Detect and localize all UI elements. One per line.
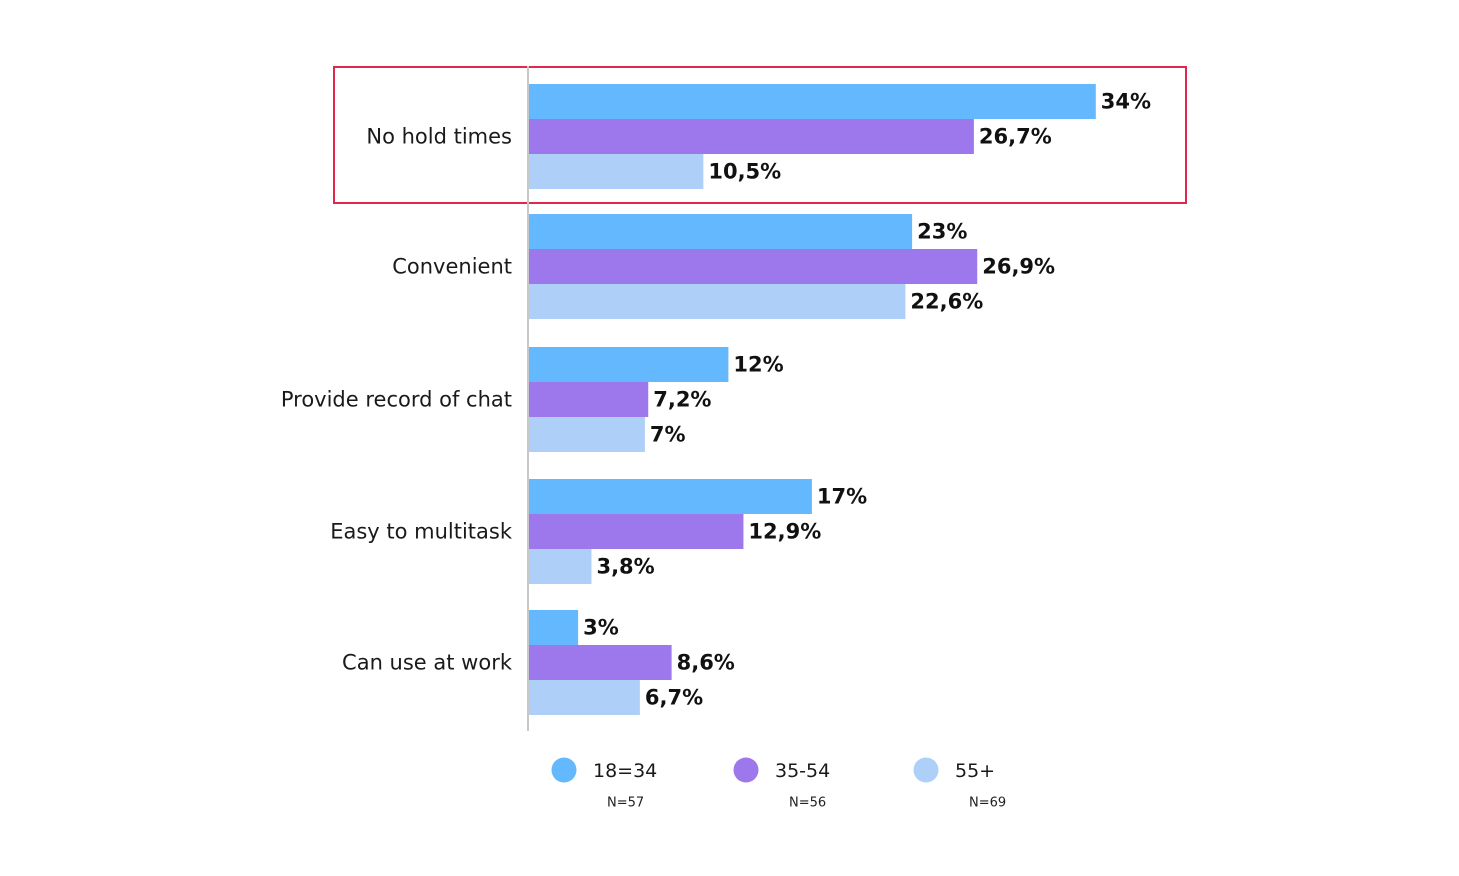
bar-convenient-series-2 [528,249,978,284]
bar-easy-to-multitask-series-3 [528,549,592,584]
value-label: 26,9% [982,255,1055,279]
value-label: 12% [733,353,783,377]
value-label: 7% [650,423,686,447]
category-label: Can use at work [342,651,513,675]
category-label: Easy to multitask [330,520,513,544]
value-label: 17% [817,485,867,509]
bar-convenient-series-3 [528,284,906,319]
bar-provide-record-of-chat-series-2 [528,382,649,417]
value-label: 6,7% [645,686,703,710]
bar-provide-record-of-chat-series-3 [528,417,645,452]
value-label: 23% [917,220,967,244]
value-label: 22,6% [910,290,983,314]
bar-easy-to-multitask-series-1 [528,479,812,514]
category-label: Provide record of chat [281,388,512,412]
legend-swatch [733,757,759,783]
bar-easy-to-multitask-series-2 [528,514,744,549]
value-label: 34% [1101,90,1151,114]
bar-no-hold-times-series-2 [528,119,974,154]
bar-no-hold-times-series-3 [528,154,704,189]
value-label: 10,5% [708,160,781,184]
legend-sample-size: N=69 [969,796,1006,811]
bar-provide-record-of-chat-series-1 [528,347,729,382]
legend-label: 55+ [955,760,995,782]
legend-sample-size: N=57 [607,796,644,811]
bar-can-use-at-work-series-1 [528,610,579,645]
highlight-box [333,66,1187,204]
bar-can-use-at-work-series-3 [528,680,640,715]
legend-swatch [913,757,939,783]
category-label: Convenient [392,255,512,279]
bar-convenient-series-1 [528,214,913,249]
category-label: No hold times [366,125,512,149]
legend-swatch [551,757,577,783]
value-label: 8,6% [677,651,735,675]
bar-can-use-at-work-series-2 [528,645,672,680]
value-label: 3% [583,616,619,640]
value-label: 26,7% [979,125,1052,149]
legend-sample-size: N=56 [789,796,826,811]
bar-no-hold-times-series-1 [528,84,1096,119]
value-label: 12,9% [748,520,821,544]
value-label: 3,8% [596,555,654,579]
legend-label: 35-54 [775,760,830,782]
value-label: 7,2% [653,388,711,412]
legend-label: 18=34 [593,760,657,782]
legend: 18=34 N=57 35-54 N=56 55+ N=69 [551,757,1006,811]
